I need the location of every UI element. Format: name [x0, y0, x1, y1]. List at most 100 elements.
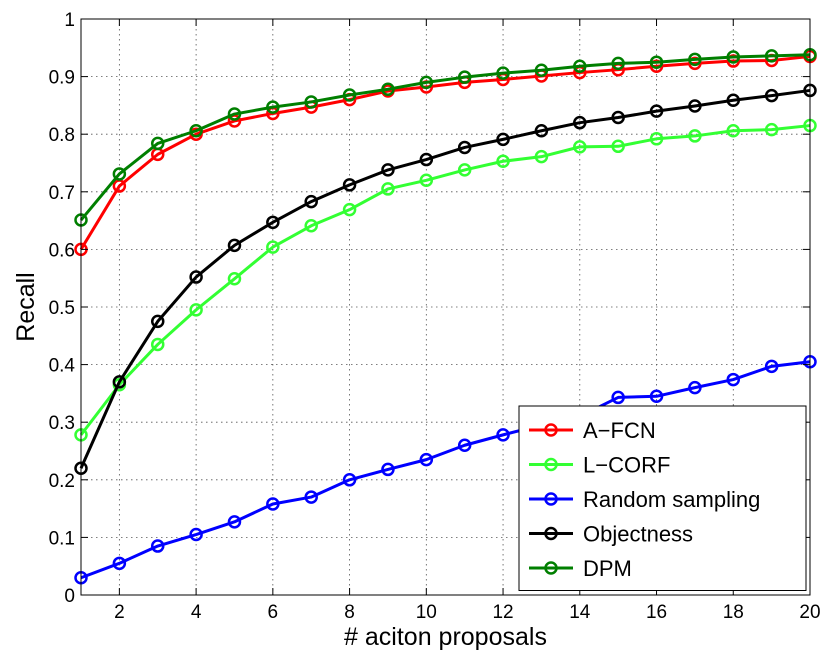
- series-group: [74, 47, 817, 585]
- data-point: [150, 337, 165, 352]
- data-point: [764, 88, 779, 103]
- data-point: [688, 380, 702, 395]
- data-point: [189, 303, 203, 317]
- data-point: [611, 110, 625, 125]
- y-tick-label: 0: [64, 586, 75, 607]
- series-dpm: [74, 47, 817, 227]
- data-point: [381, 82, 395, 97]
- data-point: [266, 100, 280, 114]
- data-point: [227, 238, 242, 253]
- data-point: [189, 123, 203, 138]
- legend-label: L−CORF: [583, 453, 670, 478]
- series-l-corf: [74, 118, 817, 442]
- x-tick-label: 18: [723, 602, 744, 623]
- data-point: [649, 389, 664, 404]
- data-point: [649, 104, 664, 118]
- y-tick-label: 0.6: [49, 240, 75, 261]
- legend-swatch-marker: [544, 423, 558, 437]
- data-point: [304, 194, 318, 209]
- y-tick-label: 0.5: [49, 298, 75, 319]
- data-point: [649, 55, 664, 69]
- data-point: [611, 390, 625, 405]
- data-point: [726, 50, 741, 64]
- data-point: [266, 240, 280, 254]
- data-point: [611, 139, 625, 154]
- data-point: [342, 88, 357, 102]
- data-point: [150, 136, 165, 151]
- data-point: [534, 149, 549, 164]
- data-point: [342, 473, 357, 487]
- data-point: [381, 163, 395, 177]
- data-point: [266, 215, 280, 230]
- data-point: [189, 527, 203, 542]
- data-point: [304, 95, 318, 109]
- data-point: [419, 75, 434, 90]
- data-point: [227, 272, 242, 286]
- data-point: [189, 270, 203, 284]
- data-point: [726, 372, 741, 387]
- legend-label: Random sampling: [583, 487, 760, 512]
- data-point: [649, 132, 664, 146]
- y-tick-label: 0.4: [49, 356, 76, 377]
- x-tick-label: 14: [569, 602, 591, 623]
- data-point: [534, 123, 549, 138]
- data-point: [573, 140, 587, 154]
- y-tick-label: 0.2: [49, 471, 75, 492]
- legend-label: Objectness: [583, 522, 693, 547]
- data-point: [342, 178, 357, 192]
- x-tick-label: 2: [114, 602, 125, 623]
- legend-swatch-marker: [544, 492, 558, 506]
- data-point: [726, 123, 741, 138]
- legend-label: A−FCN: [583, 418, 656, 443]
- x-tick-label: 20: [799, 602, 820, 623]
- data-point: [611, 56, 625, 71]
- data-point: [764, 122, 779, 137]
- data-point: [688, 129, 702, 143]
- x-tick-label: 16: [646, 602, 667, 623]
- data-point: [764, 49, 779, 63]
- y-tick-label: 0.3: [49, 413, 75, 434]
- data-point: [227, 107, 242, 121]
- data-point: [150, 539, 165, 553]
- data-point: [419, 152, 434, 167]
- data-point: [688, 99, 702, 113]
- data-point: [227, 515, 242, 529]
- legend-swatch-marker: [544, 561, 558, 575]
- x-axis-label: # aciton proposals: [344, 623, 547, 651]
- data-point: [496, 428, 510, 442]
- x-tick-label: 10: [416, 602, 437, 623]
- data-point: [342, 202, 357, 217]
- data-point: [381, 182, 395, 196]
- data-point: [266, 497, 280, 511]
- data-point: [764, 359, 779, 374]
- data-point: [534, 63, 549, 78]
- y-tick-label: 0.1: [49, 528, 75, 549]
- legend: A−FCN L−CORF Random sampling Objectness DPM: [518, 405, 807, 591]
- data-point: [304, 490, 318, 504]
- data-point: [688, 52, 702, 67]
- y-tick-label: 0.7: [49, 183, 75, 204]
- data-point: [457, 70, 472, 84]
- data-point: [419, 452, 434, 467]
- data-point: [496, 66, 510, 80]
- y-tick-label: 0.9: [49, 68, 75, 89]
- data-point: [112, 167, 127, 181]
- x-tick-label: 4: [191, 602, 202, 623]
- data-point: [304, 219, 318, 233]
- axis-ticks: 2 4 6 8 10 12 14 16 18 20 0 0.1 0.2 0.3 0.4 0.5 0.6 0.7 0.…: [49, 10, 821, 623]
- data-point: [150, 314, 165, 329]
- y-tick-label: 0.8: [49, 125, 75, 146]
- data-point: [419, 173, 434, 188]
- data-point: [496, 132, 510, 147]
- data-point: [457, 163, 472, 177]
- legend-swatch-marker: [544, 526, 558, 541]
- data-point: [457, 438, 472, 452]
- data-point: [573, 115, 587, 130]
- legend-swatch-marker: [544, 457, 558, 472]
- y-axis-label: Recall: [12, 272, 40, 341]
- data-point: [573, 59, 587, 73]
- x-tick-label: 6: [268, 602, 279, 623]
- data-point: [381, 462, 395, 477]
